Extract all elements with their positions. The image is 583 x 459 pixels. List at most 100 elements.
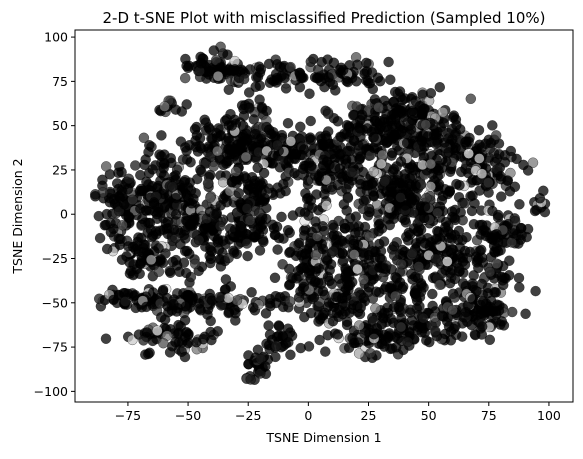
scatter-point [250,128,261,140]
scatter-point [164,265,175,277]
scatter-point [476,168,488,179]
scatter-point [211,209,222,220]
scatter-point [388,108,400,120]
scatter-point [212,70,224,82]
scatter-point [491,228,502,240]
scatter-point [282,117,294,129]
scatter-point [180,233,191,244]
scatter-point [284,279,296,290]
scatter-point [394,86,406,97]
scatter-point [319,81,330,93]
scatter-point [450,142,461,154]
x-tick-label: −75 [115,408,141,423]
scatter-point [502,175,513,186]
x-tick-label: 25 [361,408,377,423]
scatter-point [420,119,431,130]
scatter-point [363,180,374,191]
scatter-point [330,85,341,96]
scatter-point [449,229,461,241]
scatter-point [239,139,250,150]
scatter-point [115,233,126,245]
scatter-point [431,234,443,245]
scatter-point [269,229,281,241]
scatter-point [407,247,418,259]
scatter-point [305,132,316,143]
scatter-point [399,214,411,226]
scatter-point [298,281,310,293]
scatter-point [370,246,381,258]
scatter-point [293,292,305,303]
scatter-point [264,329,276,340]
scatter-point [132,236,143,248]
scatter-point [170,209,182,220]
scatter-point [463,148,474,159]
y-tick-label: 25 [52,162,68,177]
scatter-point [270,340,282,352]
scatter-point [238,110,250,122]
scatter-point [299,230,310,241]
scatter-point [425,158,436,170]
scatter-point [214,291,225,303]
scatter-point [383,56,394,68]
scatter-point [123,241,134,252]
scatter-point [373,102,384,113]
scatter-point [430,129,442,141]
scatter-point [505,145,517,157]
scatter-point [289,167,300,179]
x-tick-label: −50 [175,408,201,423]
scatter-point [451,119,462,131]
scatter-point [284,296,296,307]
scatter-point [194,298,205,309]
scatter-point [198,333,209,345]
scatter-point [396,258,407,270]
scatter-point [319,307,330,319]
scatter-point [300,188,311,199]
scatter-point [520,308,531,320]
scatter-point [143,146,154,158]
scatter-point [226,148,238,160]
scatter-point [419,141,430,152]
scatter-point [368,131,379,143]
scatter-point [148,199,160,210]
scatter-point [123,212,135,224]
scatter-point [284,246,296,258]
scatter-point [406,162,418,173]
scatter-point [459,198,471,209]
scatter-point [490,287,502,298]
scatter-point [376,158,387,170]
scatter-point [529,205,541,217]
scatter-point [105,226,117,238]
scatter-point [370,303,381,314]
scatter-point [186,198,197,209]
scatter-point [157,257,169,269]
y-tick-label: −50 [42,295,68,310]
scatter-point [256,186,267,198]
scatter-point [293,271,305,282]
scatter-point [280,83,292,94]
scatter-point [285,135,297,147]
scatter-point [483,177,494,189]
scatter-point [94,232,106,244]
scatter-point [247,302,259,313]
scatter-point [145,254,157,266]
scatter-point [444,185,455,196]
scatter-point [353,337,364,348]
scatter-point [199,114,210,126]
y-tick-label: −100 [34,384,68,399]
scatter-point [446,206,458,217]
scatter-point [354,308,366,320]
scatter-point [179,176,190,188]
scatter-point [465,93,477,105]
scatter-point [364,231,375,243]
scatter-point [476,219,488,231]
scatter-point [285,349,296,361]
scatter-point [374,75,386,87]
scatter-point [165,152,177,164]
scatter-point [334,305,345,316]
scatter-point [317,243,329,255]
scatter-point [208,45,220,56]
scatter-point [141,301,152,313]
scatter-point [358,292,369,304]
scatter-point [134,185,146,197]
chart-title: 2-D t-SNE Plot with misclassified Predic… [102,9,545,27]
